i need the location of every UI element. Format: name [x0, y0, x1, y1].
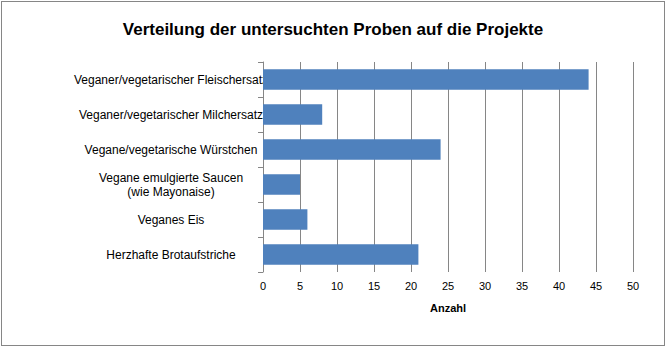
svg-text:5: 5	[297, 280, 303, 292]
svg-text:45: 45	[590, 280, 602, 292]
svg-text:35: 35	[516, 280, 528, 292]
svg-text:15: 15	[368, 280, 380, 292]
svg-text:Veganes Eis: Veganes Eis	[138, 213, 205, 227]
svg-text:Herzhafte Brotaufstriche: Herzhafte Brotaufstriche	[106, 248, 236, 262]
svg-text:Veganer/vegetarischer Fleische: Veganer/vegetarischer Fleischersatz	[74, 73, 268, 87]
svg-text:Verteilung der untersuchten Pr: Verteilung der untersuchten Proben auf d…	[123, 20, 543, 39]
svg-text:(wie Mayonaise): (wie Mayonaise)	[127, 185, 214, 199]
svg-text:Anzahl: Anzahl	[430, 302, 466, 314]
svg-text:0: 0	[260, 280, 266, 292]
svg-text:50: 50	[627, 280, 639, 292]
svg-text:Vegane/vegetarische Würstchen: Vegane/vegetarische Würstchen	[85, 143, 258, 157]
svg-text:Vegane emulgierte Saucen: Vegane emulgierte Saucen	[99, 171, 243, 185]
svg-text:40: 40	[553, 280, 565, 292]
svg-text:Veganer/vegetarischer Milchers: Veganer/vegetarischer Milchersatz	[79, 108, 263, 122]
svg-text:25: 25	[442, 280, 454, 292]
svg-text:10: 10	[331, 280, 343, 292]
svg-text:30: 30	[479, 280, 491, 292]
svg-text:20: 20	[405, 280, 417, 292]
